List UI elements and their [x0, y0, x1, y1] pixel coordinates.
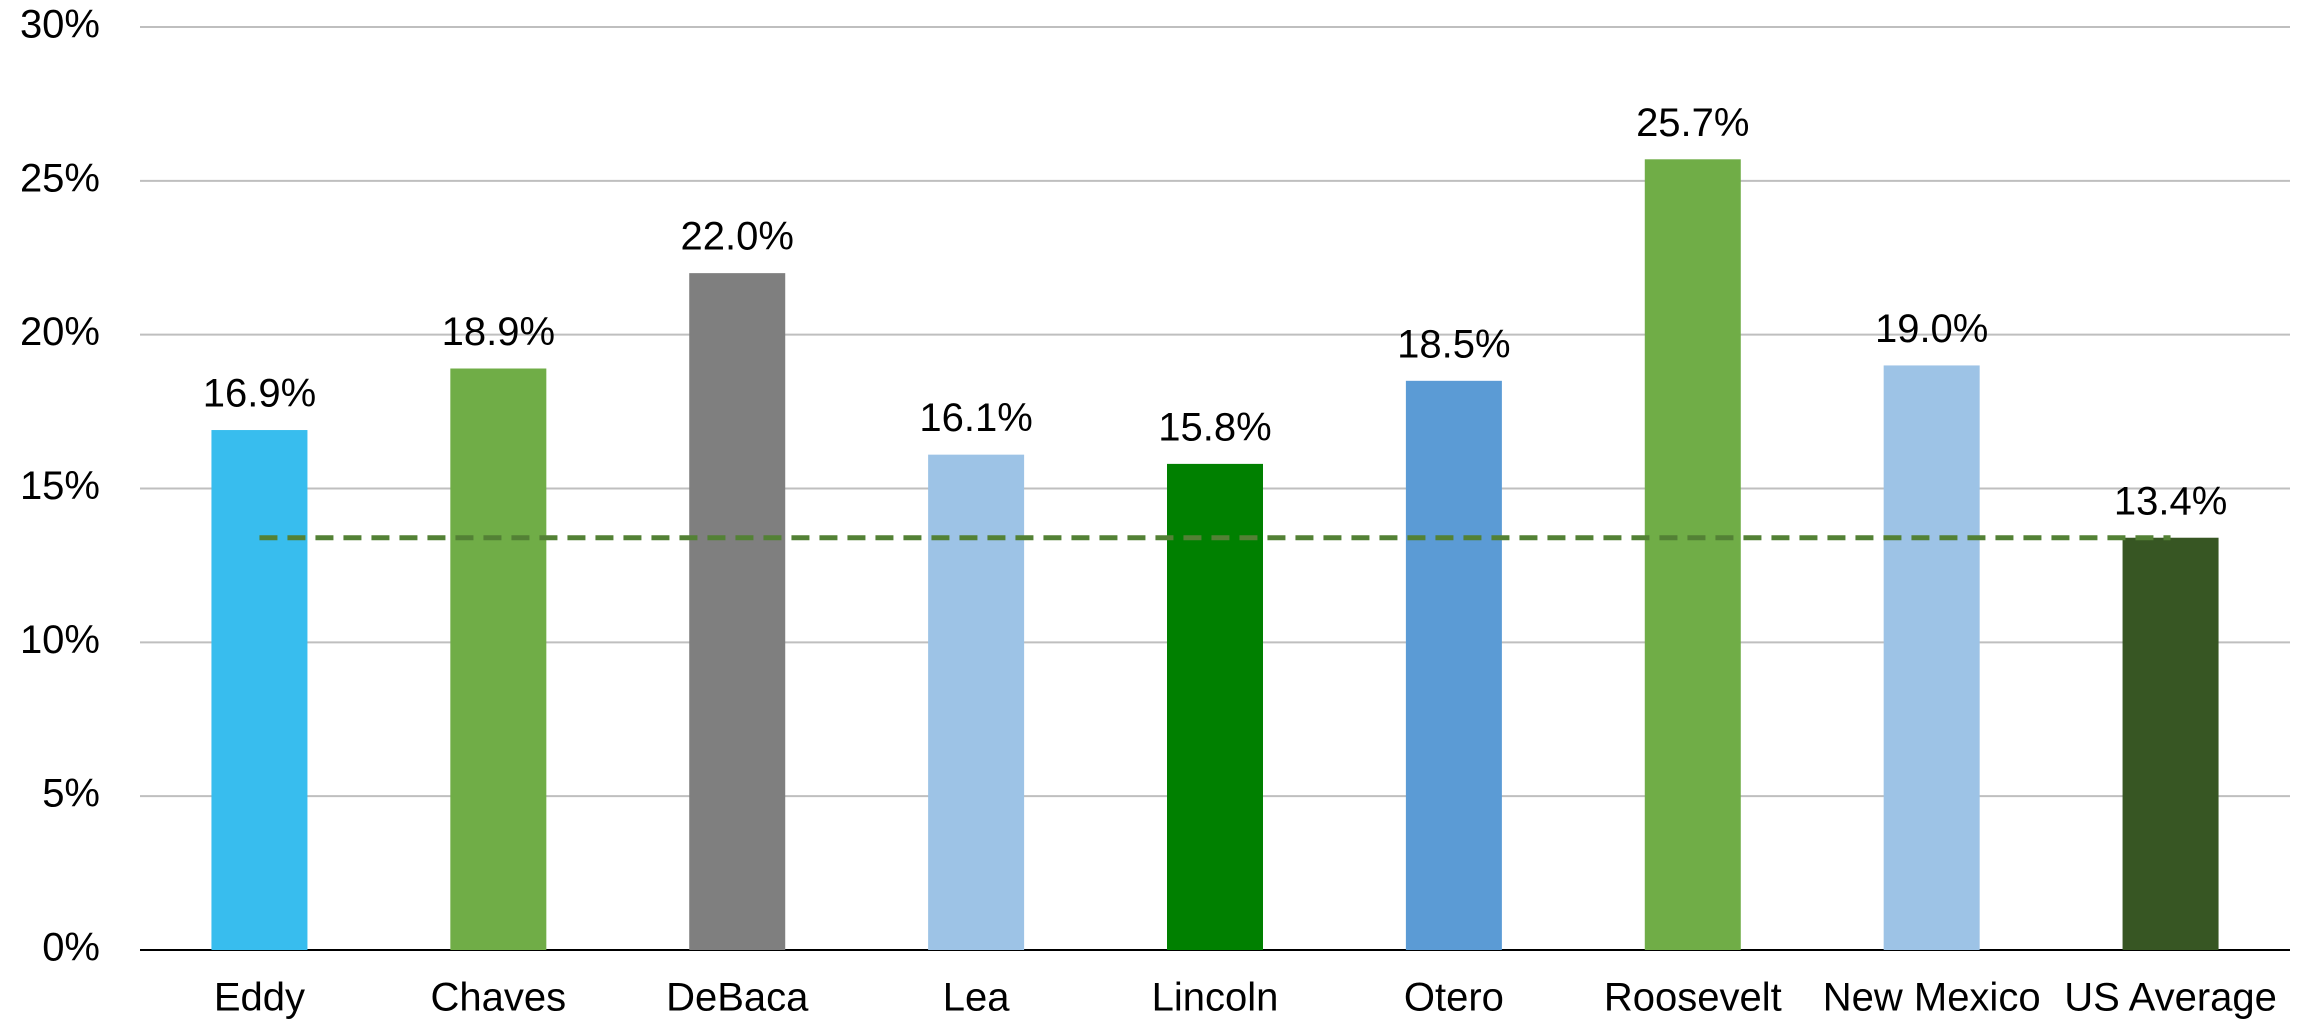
bar — [1644, 159, 1741, 951]
y-tick-label: 15% — [20, 464, 100, 508]
bar — [1405, 380, 1502, 951]
value-label: 16.9% — [203, 372, 316, 416]
y-tick-label: 30% — [20, 3, 100, 47]
x-tick-label: Roosevelt — [1604, 976, 1782, 1019]
x-tick-label: Lincoln — [1152, 976, 1279, 1019]
y-tick-label: 5% — [42, 772, 100, 816]
x-tick-label: DeBaca — [666, 976, 809, 1019]
y-tick-label: 10% — [20, 618, 100, 662]
x-tick-label: Lea — [943, 976, 1010, 1019]
value-label: 13.4% — [2114, 479, 2227, 523]
value-label: 25.7% — [1636, 101, 1749, 145]
x-tick-label: New Mexico — [1823, 976, 2041, 1019]
x-tick-label: Chaves — [431, 976, 567, 1019]
x-tick-label: Eddy — [214, 976, 305, 1019]
value-label: 16.1% — [919, 396, 1032, 440]
value-label: 18.9% — [442, 310, 555, 354]
value-label: 22.0% — [681, 215, 794, 259]
value-label: 19.0% — [1875, 307, 1988, 351]
value-label: 15.8% — [1158, 405, 1271, 449]
bar — [211, 430, 308, 950]
y-tick-label: 25% — [20, 156, 100, 200]
bar — [928, 454, 1025, 950]
y-tick-label: 0% — [42, 926, 100, 970]
value-label: 18.5% — [1397, 322, 1510, 366]
bar — [1167, 463, 1263, 950]
x-tick-label: US Average — [2064, 976, 2277, 1019]
bar — [2122, 537, 2219, 950]
y-tick-label: 20% — [20, 310, 100, 354]
bar — [689, 273, 786, 951]
bar — [1883, 365, 1980, 950]
bar — [450, 368, 547, 950]
x-tick-label: Otero — [1404, 976, 1504, 1019]
